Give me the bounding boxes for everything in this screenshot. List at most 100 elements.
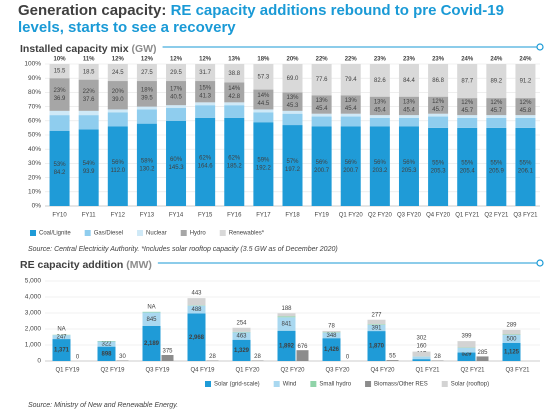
- value-label: 23%: [432, 57, 445, 63]
- side-bar: [386, 360, 399, 361]
- side-label: 676: [297, 344, 308, 350]
- value-label: 55%: [432, 161, 445, 167]
- bar-segment: [187, 313, 206, 361]
- value-label: 160: [416, 344, 427, 350]
- side-label: 285: [477, 350, 488, 356]
- gw-label: 45.7: [432, 107, 444, 113]
- x-tick-label: Q2 FY20: [368, 213, 393, 219]
- value-label: 24%: [461, 57, 474, 63]
- value-label: 1,125: [504, 350, 520, 356]
- y-tick-label: 70%: [28, 103, 41, 110]
- bar-segment: [428, 116, 449, 128]
- value-label: 12%: [170, 57, 183, 63]
- y-tick-label: 10%: [28, 189, 41, 196]
- value-label: 23%: [403, 57, 416, 63]
- bar-segment: [398, 115, 419, 118]
- value-label: NA: [147, 304, 155, 310]
- legend-label: Hydro: [190, 231, 207, 237]
- gw-label: 31.7: [199, 70, 211, 76]
- bar-segment: [398, 126, 419, 206]
- bar-segment: [515, 115, 536, 118]
- side-label: 28: [209, 354, 216, 360]
- bar-segment: [78, 115, 99, 130]
- bar-segment: [398, 96, 419, 116]
- gw-label: 84.4: [403, 78, 415, 84]
- bar-segment: [224, 105, 245, 118]
- value-label: 58%: [141, 158, 154, 164]
- value-label: 22%: [83, 89, 96, 95]
- value-label: 11%: [83, 57, 95, 63]
- bar-segment: [369, 64, 390, 97]
- bar-segment: [457, 347, 476, 353]
- bar-segment: [322, 330, 341, 333]
- legend-label: Nuclear: [146, 231, 167, 237]
- gw-label: 45.4: [374, 107, 386, 113]
- bar-segment: [367, 324, 386, 325]
- bar-segment: [142, 311, 161, 313]
- x-tick-label: FY12: [111, 213, 126, 219]
- bar-segment: [486, 117, 507, 128]
- bar-segment: [166, 120, 187, 206]
- bar-segment: [195, 117, 216, 206]
- section-title: RE capacity addition (MW): [20, 259, 152, 271]
- section-title-text: RE capacity addition: [20, 259, 123, 271]
- gw-label: 57.3: [258, 74, 270, 80]
- legend-label: Solar (grid-scale): [214, 382, 260, 388]
- gw-label: 145.3: [169, 165, 185, 171]
- bar-segment: [322, 338, 341, 361]
- side-label: 28: [254, 354, 261, 360]
- bar-segment: [340, 116, 361, 127]
- value-label: 55%: [490, 161, 503, 167]
- value-label: 23%: [54, 88, 67, 94]
- legend-swatch: [310, 381, 317, 387]
- bar-segment: [412, 356, 431, 360]
- bar-segment: [253, 64, 274, 90]
- x-tick-label: Q4 FY20: [426, 213, 451, 219]
- y-tick-label: 1,000: [25, 342, 42, 349]
- value-label: 1,329: [234, 348, 250, 354]
- y-tick-label: 2,000: [25, 326, 42, 333]
- gw-label: 192.2: [256, 166, 272, 172]
- y-tick-label: 60%: [28, 118, 41, 125]
- value-label: 56%: [403, 160, 416, 166]
- bar-segment: [107, 64, 128, 82]
- y-tick-label: 5,000: [25, 278, 42, 285]
- x-tick-label: Q3 FY21: [513, 213, 538, 219]
- legend-swatch: [30, 230, 36, 236]
- legend-swatch: [441, 381, 448, 387]
- value-label: 56%: [112, 160, 125, 166]
- x-tick-label: FY18: [285, 213, 300, 219]
- gw-label: 69.0: [287, 76, 299, 82]
- gw-label: 82.6: [374, 78, 386, 84]
- gw-label: 40.5: [170, 95, 182, 101]
- legend-label: Gas/Diesel: [94, 231, 123, 237]
- bar-segment: [311, 126, 332, 206]
- bar-segment: [166, 64, 187, 82]
- value-label: 13%: [286, 95, 299, 101]
- bar-segment: [166, 81, 187, 106]
- gw-label: 84.2: [54, 170, 66, 176]
- side-bar: [161, 355, 174, 361]
- gw-label: 87.7: [461, 79, 473, 85]
- x-tick-label: Q2 FY20: [280, 368, 305, 374]
- x-tick-label: FY19: [314, 213, 329, 219]
- value-label: 188: [281, 306, 292, 312]
- value-label: 529: [461, 352, 472, 358]
- legend-swatch: [219, 230, 226, 236]
- value-label: 13%: [228, 57, 241, 63]
- gw-label: 45.4: [316, 106, 328, 112]
- value-label: 391: [371, 326, 382, 332]
- bar-segment: [166, 105, 187, 109]
- value-label: 56%: [345, 160, 358, 166]
- bar-segment: [457, 98, 478, 116]
- bar-segment: [369, 115, 390, 118]
- value-label: 500: [506, 337, 517, 343]
- value-label: 841: [281, 322, 292, 328]
- bar-segment: [277, 330, 296, 361]
- bar-segment: [369, 96, 390, 116]
- bar-segment: [486, 115, 507, 118]
- bar-segment: [369, 117, 390, 127]
- value-label: 23%: [374, 57, 387, 63]
- bar-segment: [502, 335, 521, 343]
